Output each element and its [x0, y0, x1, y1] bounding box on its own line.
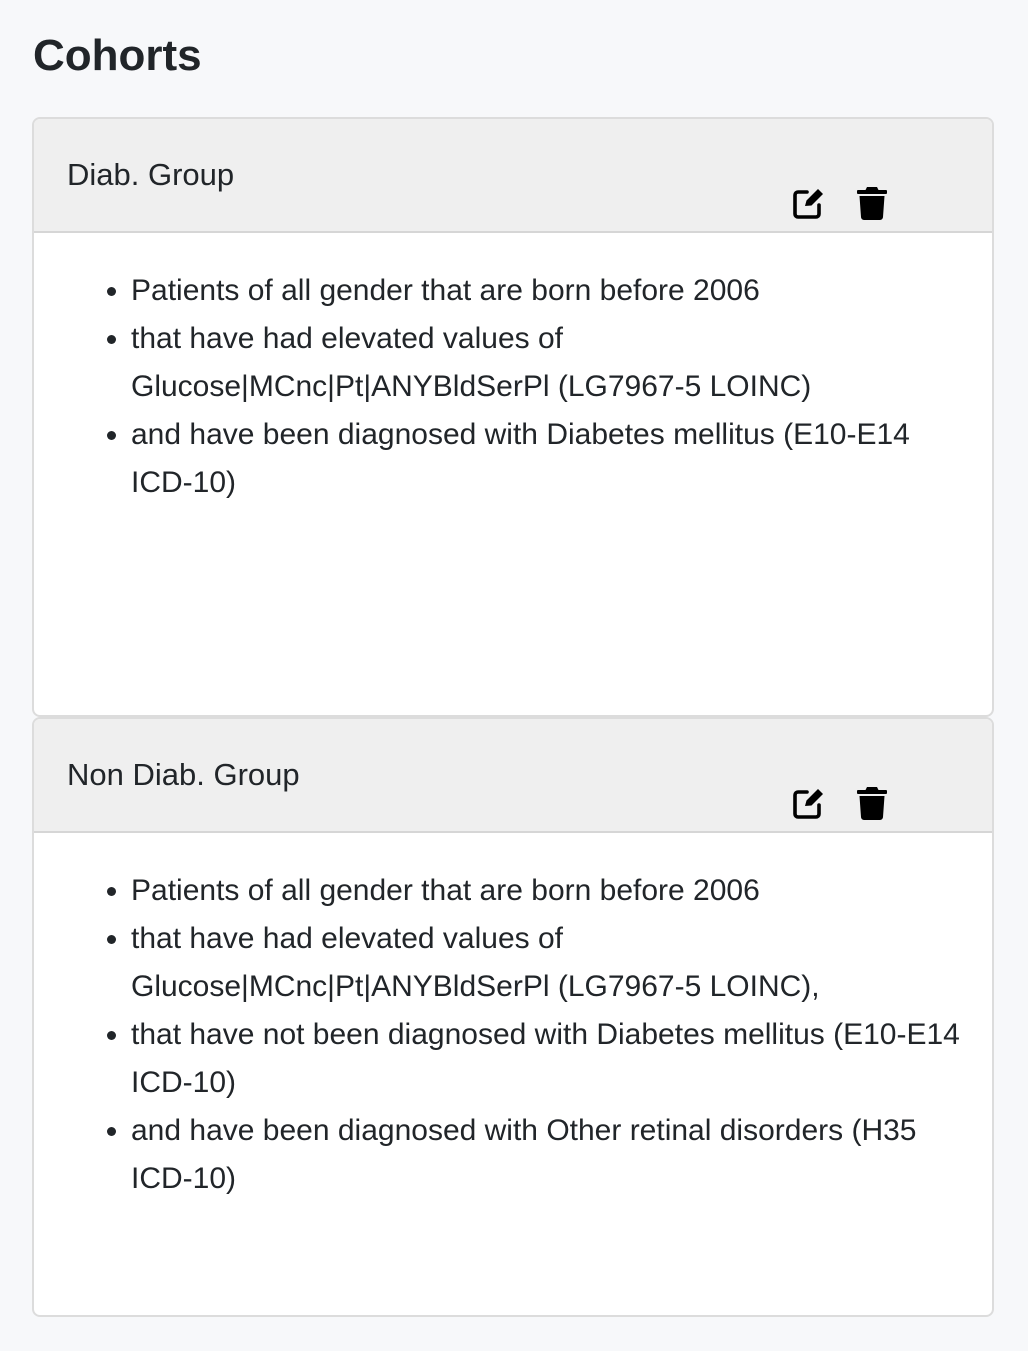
edit-cohort-button[interactable] — [788, 183, 828, 223]
edit-icon — [793, 789, 823, 819]
cohort-name: Diab. Group — [67, 157, 235, 192]
delete-cohort-button[interactable] — [852, 783, 892, 823]
cohort-card: Diab. Group Patients of all gender that … — [32, 117, 994, 717]
criteria-item: that have not been diagnosed with Diabet… — [131, 1011, 962, 1107]
trash-icon — [857, 787, 887, 820]
criteria-item: Patients of all gender that are born bef… — [131, 267, 962, 315]
criteria-item: that have had elevated values of Glucose… — [131, 915, 962, 1011]
edit-icon — [793, 189, 823, 219]
cohort-card: Non Diab. Group Patients of all gender t… — [32, 717, 994, 1317]
edit-cohort-button[interactable] — [788, 783, 828, 823]
cohort-card-body: Patients of all gender that are born bef… — [34, 233, 992, 507]
trash-icon — [857, 187, 887, 220]
criteria-list: Patients of all gender that are born bef… — [34, 267, 962, 507]
cohort-card-header: Non Diab. Group — [34, 719, 992, 833]
criteria-list: Patients of all gender that are born bef… — [34, 867, 962, 1203]
criteria-item: that have had elevated values of Glucose… — [131, 315, 962, 411]
criteria-item: and have been diagnosed with Other retin… — [131, 1107, 962, 1203]
page-title: Cohorts — [33, 31, 202, 80]
cohort-card-header: Diab. Group — [34, 119, 992, 233]
delete-cohort-button[interactable] — [852, 183, 892, 223]
criteria-item: Patients of all gender that are born bef… — [131, 867, 962, 915]
cohort-card-body: Patients of all gender that are born bef… — [34, 833, 992, 1203]
cohort-name: Non Diab. Group — [67, 757, 300, 792]
criteria-item: and have been diagnosed with Diabetes me… — [131, 411, 962, 507]
